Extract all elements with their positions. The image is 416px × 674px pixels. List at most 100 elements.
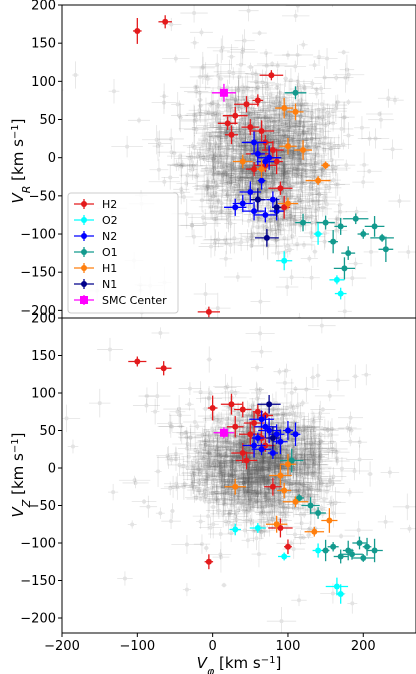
background-point [235, 167, 249, 194]
background-point [255, 133, 282, 146]
background-point [237, 153, 257, 178]
background-point [282, 128, 305, 135]
background-point [291, 167, 303, 199]
background-point [235, 182, 260, 192]
background-point [289, 139, 305, 168]
background-point [202, 229, 229, 251]
background-point [283, 114, 296, 140]
background-point [334, 101, 355, 133]
background-point [356, 168, 382, 174]
background-point [281, 156, 295, 188]
background-point [303, 132, 320, 145]
background-point [248, 99, 257, 118]
background-point [269, 165, 301, 183]
background-point [227, 45, 258, 59]
background-point [265, 87, 275, 103]
background-point [293, 168, 304, 178]
background-point [293, 195, 319, 223]
background-point [255, 105, 286, 131]
background-point [201, 163, 212, 175]
background-point [187, 210, 219, 225]
background-point [343, 122, 354, 150]
background-point [269, 181, 280, 187]
background-point [348, 257, 363, 270]
background-point [296, 118, 313, 125]
background-point [200, 144, 221, 156]
background-point [325, 217, 348, 244]
background-point [197, 172, 219, 191]
background-point [218, 198, 235, 229]
background-point [234, 76, 251, 98]
background-point [224, 92, 236, 122]
background-point [181, 160, 206, 172]
background-point [185, 229, 203, 245]
background-point [235, 178, 242, 194]
background-point [240, 108, 262, 120]
background-point [207, 176, 216, 199]
background-point [238, 164, 246, 192]
background-point [227, 154, 244, 184]
background-point [288, 149, 302, 168]
background-point [252, 216, 262, 238]
background-point [108, 78, 120, 104]
bottom-y-axis-label-unit: [km s [9, 453, 27, 500]
background-point [230, 123, 251, 136]
background-point [282, 201, 305, 234]
y-tick-label: −100 [20, 537, 56, 552]
y-tick-label: −50 [29, 499, 56, 514]
background-point [236, 150, 246, 160]
background-point [315, 179, 324, 210]
background-point [221, 162, 236, 172]
background-point [304, 157, 325, 187]
background-point [210, 172, 234, 194]
background-point [313, 190, 336, 205]
background-point [254, 102, 277, 133]
background-point [363, 237, 379, 267]
background-point [72, 61, 79, 89]
background-point [275, 145, 299, 166]
background-point [269, 107, 278, 135]
x-tick-label: 100 [276, 639, 301, 654]
background-point [301, 192, 324, 209]
background-point [278, 174, 298, 190]
background-point [211, 90, 242, 112]
background-point [224, 210, 237, 236]
background-point [243, 132, 251, 141]
background-point [241, 140, 249, 151]
background-point [257, 96, 278, 125]
background-point [197, 131, 222, 158]
background-point [357, 131, 382, 146]
background-point [279, 143, 302, 172]
background-point [188, 100, 211, 121]
background-point [327, 159, 339, 174]
background-point [221, 150, 232, 179]
background-point [306, 187, 318, 202]
background-point [253, 76, 259, 102]
background-point [207, 116, 234, 139]
background-point [293, 195, 322, 207]
background-point [233, 188, 242, 201]
background-point [274, 171, 290, 190]
background-point [278, 124, 310, 157]
background-point [215, 102, 222, 109]
background-point [221, 176, 239, 192]
background-point [262, 61, 294, 71]
background-point [208, 130, 223, 158]
background-point [224, 175, 238, 191]
background-point [206, 105, 224, 122]
background-point [238, 221, 268, 246]
background-point [193, 283, 218, 306]
y-tick-label: 200 [31, 312, 56, 327]
background-point [397, 245, 416, 259]
background-point [242, 134, 260, 166]
background-point [293, 169, 319, 176]
background-point [167, 160, 199, 169]
background-point [325, 100, 348, 110]
background-point [229, 86, 235, 111]
background-point [222, 169, 234, 183]
legend-label: H1 [102, 262, 117, 275]
background-point [216, 204, 240, 229]
background-point [219, 155, 228, 182]
y-tick-label: 100 [31, 387, 56, 402]
background-point [264, 120, 293, 134]
